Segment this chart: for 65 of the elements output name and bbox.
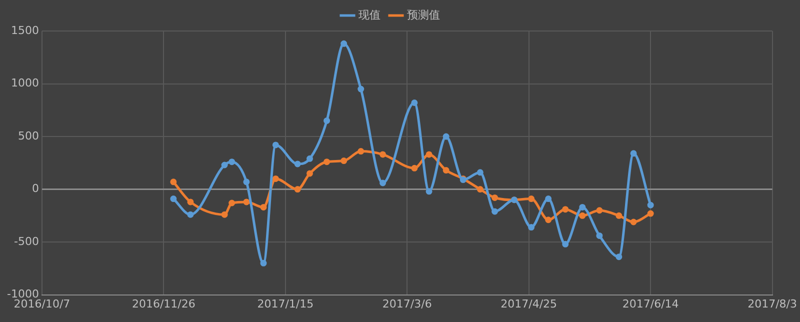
point [426,188,432,195]
point [492,208,498,215]
point [243,198,250,206]
point [380,151,386,158]
point [380,180,386,186]
x-tick-label: 2017/4/25 [500,297,558,310]
point [596,207,603,214]
point [243,178,250,186]
point [562,206,569,213]
point [170,196,177,202]
point [228,158,236,166]
point [306,155,314,162]
point [340,158,348,164]
point [545,216,552,224]
point [476,169,484,176]
point [306,170,314,177]
point [324,158,330,166]
point [630,150,637,157]
point [630,218,637,226]
point [476,186,484,193]
point [562,240,569,248]
point [358,148,364,155]
point [492,194,498,201]
x-tick-label: 2017/8/3 [748,297,797,310]
point [596,232,603,239]
y-tick-label: 500 [18,129,39,142]
point [411,100,418,106]
y-tick-label: 1500 [10,24,39,37]
point [616,254,622,260]
point [647,210,654,217]
point [616,212,622,219]
point [442,133,450,140]
y-tick-label: 1000 [10,76,39,90]
point [187,198,194,206]
point [579,204,586,210]
point [221,162,228,168]
legend-label: 预测值 [407,8,440,22]
point [358,86,364,92]
y-tick-label: 0 [32,182,39,196]
point [187,211,194,218]
point [260,260,267,266]
point [294,160,301,168]
x-tick-label: 2017/3/6 [382,297,432,310]
x-tick-label: 2016/11/26 [132,297,196,310]
x-tick-label: 2017/6/14 [622,297,679,310]
point [411,164,418,172]
point [340,40,348,47]
point [272,142,279,148]
point [426,151,432,158]
point [170,178,177,186]
point [260,204,267,210]
point [272,175,279,182]
point [228,200,236,206]
point [324,117,330,124]
point [528,224,535,231]
point [579,212,586,219]
y-tick-label: -500 [14,234,39,248]
point [442,167,450,174]
point [647,202,654,208]
point [294,186,301,193]
legend-label: 现值 [358,8,380,22]
point [545,196,552,202]
point [528,196,535,202]
x-tick-label: 2017/1/15 [257,297,314,310]
point [221,211,228,218]
